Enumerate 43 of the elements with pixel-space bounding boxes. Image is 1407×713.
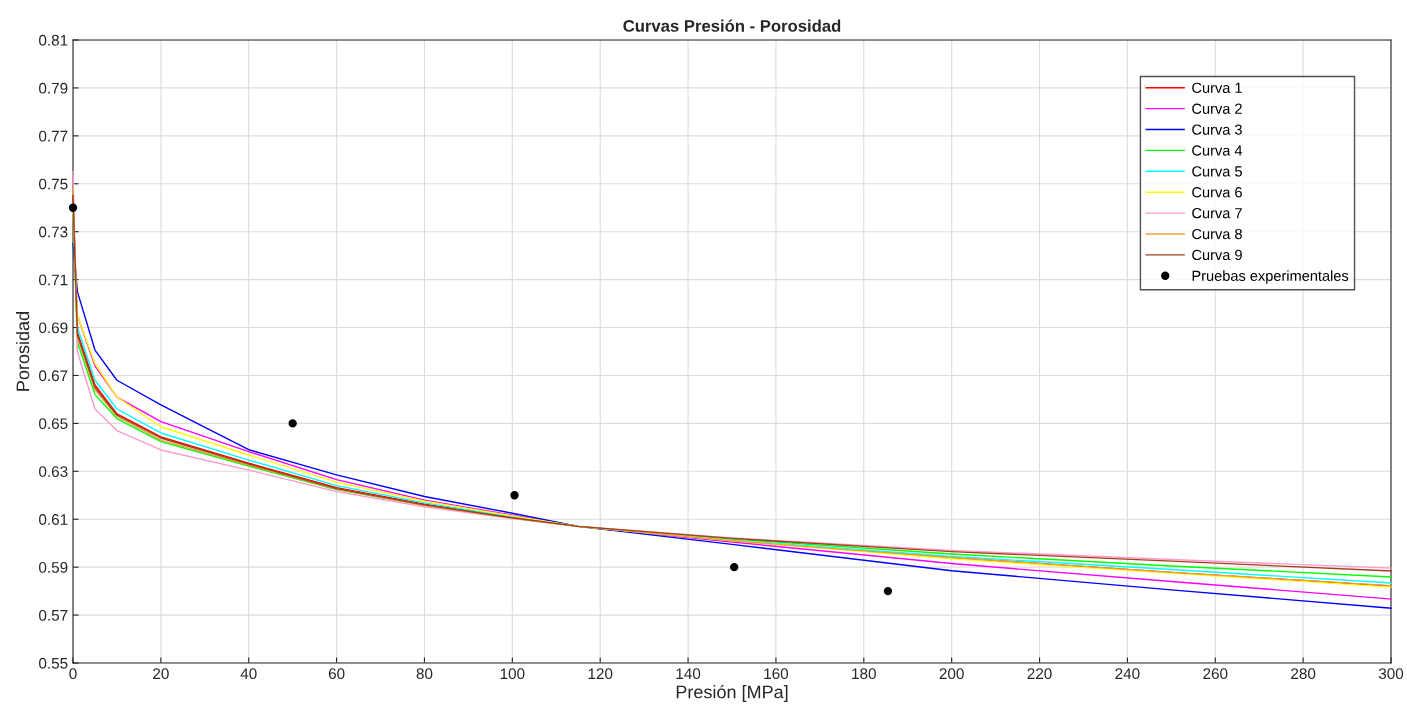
y-tick-label: 0.65 — [39, 418, 68, 430]
y-tick-label: 0.59 — [39, 562, 68, 573]
x-tick-label: 220 — [1027, 668, 1052, 680]
x-tick-label: 0 — [69, 668, 77, 680]
legend-label: Curva 2 — [1192, 103, 1242, 114]
legend-label: Curva 6 — [1192, 187, 1242, 198]
legend-label: Curva 1 — [1192, 82, 1242, 93]
x-tick-label: 280 — [1291, 668, 1316, 680]
y-tick-label: 0.55 — [39, 657, 68, 669]
legend-label: Curva 9 — [1192, 249, 1242, 261]
y-tick-label: 0.69 — [39, 322, 68, 334]
x-tick-label: 80 — [416, 668, 433, 680]
y-tick-label: 0.67 — [39, 370, 68, 382]
x-tick-label: 40 — [240, 668, 257, 680]
legend-label: Pruebas experimentales — [1192, 270, 1349, 284]
x-axis-title: Presión [MPa] — [676, 684, 788, 702]
y-tick-label: 0.75 — [39, 178, 68, 190]
legend-label: Curva 3 — [1192, 124, 1242, 135]
chart-title: Curvas Presión - Porosidad — [623, 19, 841, 32]
x-tick-label: 240 — [1115, 668, 1140, 680]
y-tick-label: 0.71 — [39, 274, 68, 286]
x-tick-label: 160 — [764, 668, 789, 680]
y-tick-label: 0.79 — [39, 82, 68, 94]
x-tick-label: 120 — [588, 668, 613, 680]
x-tick-label: 60 — [328, 668, 345, 680]
legend-label: Curva 4 — [1192, 145, 1243, 156]
legend-label: Curva 5 — [1192, 166, 1242, 177]
x-tick-label: 260 — [1203, 668, 1228, 680]
x-tick-label: 200 — [939, 668, 964, 680]
x-tick-label: 140 — [676, 668, 701, 680]
x-tick-label: 20 — [153, 668, 169, 680]
y-tick-label: 0.61 — [39, 514, 68, 525]
y-tick-label: 0.81 — [39, 34, 68, 46]
y-tick-label: 0.73 — [39, 226, 68, 238]
legend-label: Curva 8 — [1192, 228, 1242, 240]
y-axis-title: Porosidad — [16, 312, 30, 391]
x-tick-label: 300 — [1378, 668, 1404, 680]
x-tick-label: 180 — [852, 668, 876, 680]
y-tick-label: 0.57 — [39, 609, 68, 621]
y-tick-label: 0.63 — [39, 466, 68, 477]
y-tick-label: 0.77 — [39, 130, 68, 142]
x-tick-label: 100 — [500, 668, 525, 680]
legend-label: Curva 7 — [1192, 207, 1242, 219]
